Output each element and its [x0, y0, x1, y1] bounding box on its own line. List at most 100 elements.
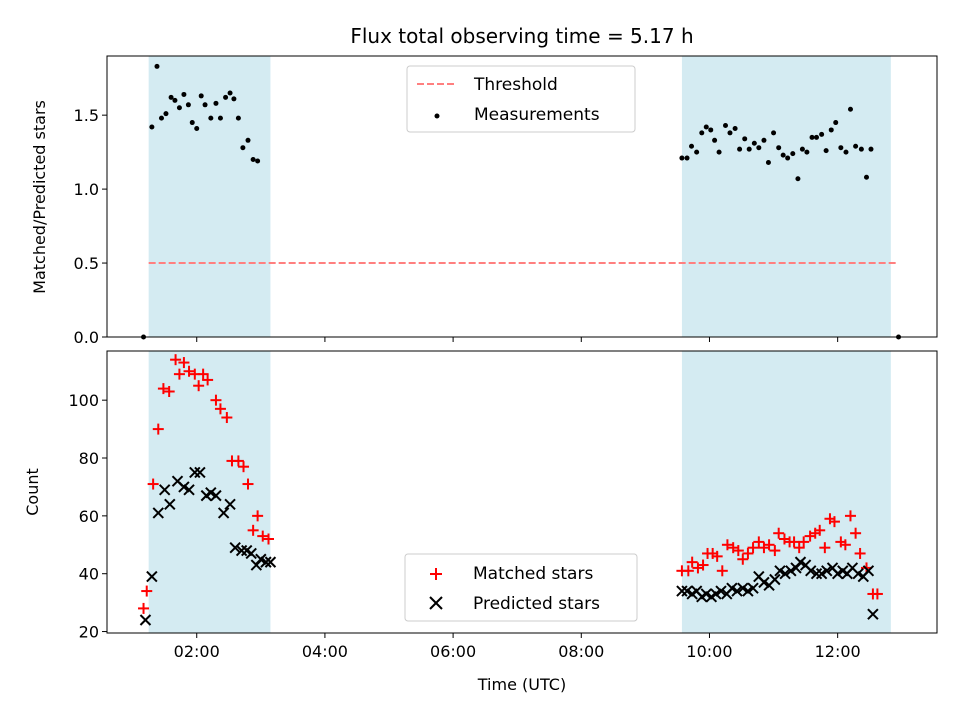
predicted-stars-legend-marker: [429, 596, 443, 610]
measurement-point: [828, 127, 834, 133]
x-tick-label: 06:00: [430, 642, 476, 661]
measurement-point: [703, 124, 709, 130]
matched-star-point: [221, 412, 233, 424]
top-y-ticks: 0.0 0.5 1.0 1.5: [74, 106, 107, 347]
measurement-point: [761, 137, 767, 143]
measurement-point: [751, 140, 757, 146]
marker-stroke: [158, 484, 171, 496]
predicted-star-point: [245, 547, 257, 560]
bottom-axes-frame: [106, 350, 938, 634]
measurement-point: [689, 143, 695, 149]
measurement-point: [176, 105, 182, 111]
measurement-point: [799, 146, 805, 152]
matched-star-point: [788, 536, 800, 548]
matched-star-point: [844, 510, 856, 522]
measurement-point: [208, 115, 214, 121]
predicted-star-point: [158, 484, 171, 496]
marker-stroke: [794, 556, 807, 568]
marker-stroke: [676, 585, 688, 597]
matched-star-point: [157, 383, 169, 395]
bottom-panel: 20 40 60 80 100 02:00 04:00 06:00 08:00 10:00 12:…: [23, 350, 938, 694]
marker-stroke: [774, 565, 786, 577]
matched-star-point: [163, 385, 175, 397]
measurement-point: [223, 94, 229, 100]
marker-stroke: [146, 570, 158, 583]
chart-title: Flux total observing time = 5.17 h: [350, 24, 693, 48]
top-series-layer: [141, 63, 902, 340]
matched-star-point: [210, 394, 222, 406]
y-tick-label: 0.5: [74, 254, 99, 273]
predicted-star-point: [139, 614, 152, 626]
predicted-star-point: [676, 585, 688, 597]
measurement-point: [716, 149, 722, 155]
legend-threshold: Threshold: [473, 75, 558, 95]
observing-window-1: [148, 56, 271, 337]
matched-star-point: [742, 547, 754, 559]
top-x-ticks: [196, 337, 839, 342]
marker-stroke: [731, 585, 743, 597]
matched-star-point: [753, 536, 765, 548]
y-tick-label: 20: [79, 623, 99, 642]
x-tick-label: 08:00: [558, 642, 604, 661]
predicted-star-point: [210, 489, 222, 502]
marker-stroke: [210, 489, 222, 502]
marker-stroke: [690, 585, 703, 597]
measurement-point: [843, 149, 849, 155]
measurement-point: [819, 131, 825, 137]
measurement-point: [227, 90, 233, 96]
measurement-point: [181, 91, 187, 97]
predicted-star-point: [715, 585, 727, 597]
marker-stroke: [255, 553, 267, 565]
matched-star-point: [763, 539, 775, 551]
measurement-point: [679, 155, 685, 161]
matched-star-point: [819, 542, 831, 554]
y-tick-label: 0.0: [74, 328, 99, 347]
x-tick-label: 10:00: [686, 642, 732, 661]
predicted-star-point: [194, 466, 206, 479]
marker-stroke: [826, 562, 839, 574]
measurement-point: [712, 137, 718, 143]
matched-star-point: [854, 547, 866, 559]
marker-stroke: [779, 568, 791, 580]
y-tick-label: 1.0: [74, 180, 99, 199]
bottom-y-axis-label: Count: [23, 468, 42, 516]
top-legend-box: [406, 65, 636, 133]
matched-star-point: [202, 374, 214, 386]
marker-stroke: [264, 556, 277, 568]
measurement-point: [771, 130, 777, 136]
measurement-point: [235, 115, 241, 121]
measurement-point: [804, 149, 810, 155]
predicted-star-point: [264, 556, 277, 568]
matched-star-point: [214, 403, 226, 415]
top-axes-frame: [106, 55, 938, 338]
top-shaded-intervals: [148, 56, 891, 337]
marker-stroke: [681, 585, 693, 597]
marker-stroke: [171, 475, 184, 487]
matched-star-point: [238, 461, 250, 473]
predicted-star-point: [805, 565, 817, 577]
matched-star-point: [263, 533, 275, 545]
measurement-point: [833, 120, 839, 126]
measurement-point: [250, 157, 256, 163]
marker-stroke: [846, 562, 859, 574]
measurement-point: [776, 145, 782, 151]
measurement-point: [838, 145, 844, 151]
observing-window-2: [681, 56, 891, 337]
marker-stroke: [837, 565, 849, 577]
x-tick-label: 04:00: [302, 642, 348, 661]
measurement-point: [163, 111, 169, 117]
matched-star-point: [871, 588, 883, 600]
predicted-star-point: [821, 565, 833, 577]
measurement-point: [154, 63, 160, 69]
legend-predicted-stars: Predicted stars: [473, 594, 600, 614]
measurement-point: [202, 102, 208, 108]
measurement-point: [231, 96, 237, 102]
measurement-point: [722, 123, 728, 129]
marker-stroke: [867, 608, 879, 620]
y-tick-label: 100: [68, 391, 99, 410]
measurement-point: [785, 155, 791, 161]
predicted-star-point: [183, 484, 195, 496]
matched-star-point: [828, 516, 840, 528]
predicted-star-point: [224, 498, 236, 510]
matched-star-point: [193, 380, 205, 392]
